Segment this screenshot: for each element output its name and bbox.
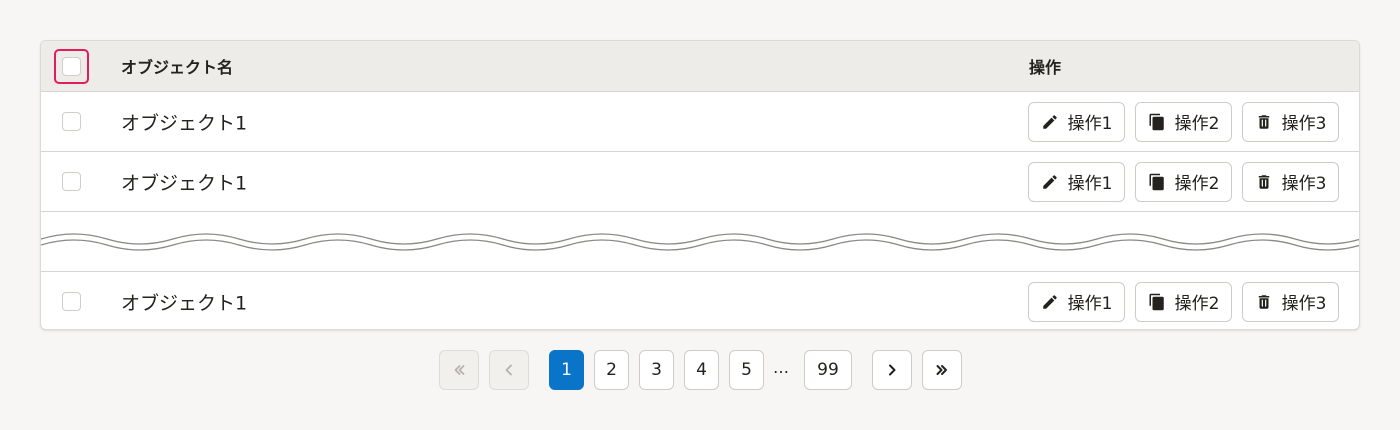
- row-checkbox[interactable]: [62, 292, 81, 311]
- chevron-right-icon: [889, 364, 896, 376]
- action-label: 操作1: [1067, 114, 1113, 134]
- action-3-button[interactable]: 操作3: [1242, 161, 1339, 202]
- row-actions: 操作1 操作2 操作3: [1028, 161, 1339, 202]
- pencil-icon: [1042, 114, 1057, 129]
- action-label: 操作1: [1067, 174, 1113, 194]
- table-row: オブジェクト1 操作1 操作2 操作3: [41, 92, 1359, 152]
- page-button-5[interactable]: 5: [729, 350, 764, 390]
- select-all-checkbox[interactable]: [62, 57, 81, 76]
- table-header: オブジェクト名 操作: [41, 41, 1359, 92]
- action-label: 操作2: [1174, 114, 1220, 134]
- action-label: 操作2: [1174, 174, 1220, 194]
- action-3-button[interactable]: 操作3: [1242, 281, 1339, 322]
- action-label: 操作2: [1174, 294, 1220, 314]
- action-label: 操作3: [1281, 294, 1327, 314]
- action-1-button[interactable]: 操作1: [1028, 161, 1125, 202]
- trash-icon: [1258, 114, 1269, 129]
- action-1-button[interactable]: 操作1: [1028, 101, 1125, 142]
- pencil-icon: [1042, 294, 1057, 309]
- action-2-button[interactable]: 操作2: [1135, 281, 1232, 322]
- last-page-button[interactable]: [922, 350, 962, 390]
- double-chevron-left-icon: [454, 365, 465, 375]
- copy-icon: [1149, 173, 1164, 190]
- page-button-4[interactable]: 4: [684, 350, 719, 390]
- action-2-button[interactable]: 操作2: [1135, 161, 1232, 202]
- focus-ring: [54, 49, 89, 84]
- first-page-button[interactable]: [439, 350, 479, 390]
- object-name: オブジェクト1: [121, 292, 248, 314]
- object-table: オブジェクト名 操作 オブジェクト1 操作1 操作2 操作3 オブジェクト1: [40, 40, 1360, 330]
- page-button-1[interactable]: 1: [549, 350, 584, 390]
- row-checkbox[interactable]: [62, 172, 81, 191]
- chevron-left-icon: [505, 364, 512, 376]
- page-button-last[interactable]: 99: [804, 350, 852, 390]
- table-row: オブジェクト1 操作1 操作2 操作3: [41, 272, 1359, 329]
- action-2-button[interactable]: 操作2: [1135, 101, 1232, 142]
- omitted-rows-divider: [41, 212, 1359, 272]
- wave-divider-graphic: [41, 233, 1359, 251]
- column-header-actions: 操作: [1029, 58, 1062, 77]
- action-1-button[interactable]: 操作1: [1028, 281, 1125, 322]
- object-name: オブジェクト1: [121, 112, 248, 134]
- copy-icon: [1149, 113, 1164, 130]
- trash-icon: [1258, 174, 1269, 189]
- double-chevron-right-icon: [936, 365, 947, 375]
- pencil-icon: [1042, 174, 1057, 189]
- action-label: 操作3: [1281, 114, 1327, 134]
- trash-icon: [1258, 294, 1269, 309]
- next-page-button[interactable]: [872, 350, 912, 390]
- row-actions: 操作1 操作2 操作3: [1028, 281, 1339, 322]
- row-checkbox[interactable]: [62, 112, 81, 131]
- action-label: 操作1: [1067, 294, 1113, 314]
- copy-icon: [1149, 293, 1164, 310]
- object-name: オブジェクト1: [121, 172, 248, 194]
- table-row: オブジェクト1 操作1 操作2 操作3: [41, 152, 1359, 212]
- page-button-3[interactable]: 3: [639, 350, 674, 390]
- pagination-ellipsis: …: [773, 358, 789, 377]
- column-header-name: オブジェクト名: [121, 58, 234, 77]
- action-label: 操作3: [1281, 174, 1327, 194]
- action-3-button[interactable]: 操作3: [1242, 101, 1339, 142]
- row-actions: 操作1 操作2 操作3: [1028, 101, 1339, 142]
- pagination: 1 2 3 4 5 … 99: [0, 350, 1400, 390]
- page-button-2[interactable]: 2: [594, 350, 629, 390]
- prev-page-button[interactable]: [489, 350, 529, 390]
